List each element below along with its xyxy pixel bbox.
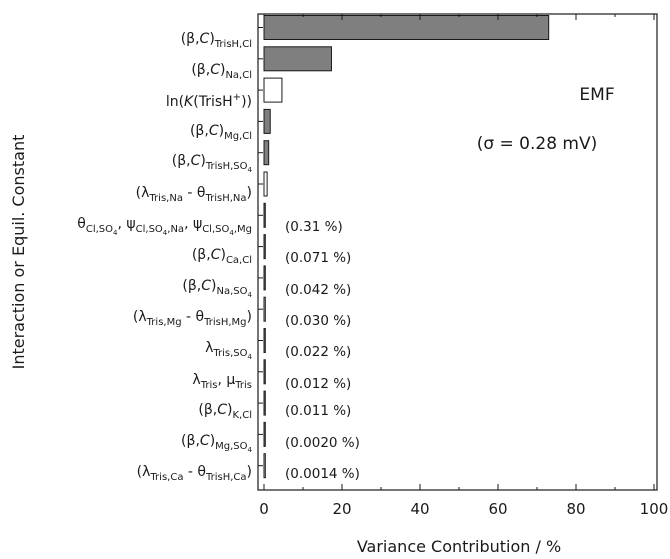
- value-label: (0.0014 %): [285, 466, 360, 482]
- x-axis-title: Variance Contribution / %: [357, 537, 561, 556]
- tick-marks-layer: [258, 14, 655, 490]
- bar: [263, 453, 266, 479]
- bar: [263, 171, 268, 197]
- x-tick-label: 100: [640, 500, 669, 518]
- bar: [263, 421, 266, 447]
- category-label: (β,C)Mg,SO4: [181, 433, 252, 454]
- bar: [263, 390, 266, 416]
- category-label: (β,C)Na,Cl: [191, 62, 252, 81]
- plot-frame: [257, 13, 658, 491]
- category-label: (λTris,Ca - θTrisH,Ca): [137, 464, 252, 483]
- category-label: λTris,SO4: [205, 340, 252, 361]
- x-tick-label: 80: [566, 500, 585, 518]
- x-tick-label: 20: [332, 500, 351, 518]
- annotation-emf: EMF: [579, 85, 614, 105]
- value-label: (0.012 %): [285, 376, 351, 392]
- x-tick-label: 0: [259, 500, 269, 518]
- bar: [263, 77, 283, 103]
- category-label: (λTris,Na - θTrisH,Na): [136, 185, 252, 204]
- y-axis-title: Interaction or Equil. Constant: [9, 135, 28, 370]
- category-labels: (β,C)TrisH,Cl (β,C)Na,Cl ln(K(TrisH+)) (…: [77, 31, 252, 483]
- bar: [263, 359, 266, 385]
- category-label: (β,C)K,Cl: [198, 402, 252, 421]
- bar: [263, 296, 266, 322]
- bar: [263, 15, 550, 40]
- value-label: (0.030 %): [285, 313, 351, 329]
- bar: [263, 265, 266, 291]
- bar: [263, 328, 266, 353]
- value-label: (0.31 %): [285, 219, 343, 235]
- value-labels: (0.31 %) (0.071 %) (0.042 %) (0.030 %) (…: [285, 219, 360, 482]
- bars-layer: [263, 15, 550, 479]
- x-tick-labels: 0 20 40 60 80 100: [259, 500, 668, 518]
- category-label: (λTris,Mg - θTrisH,Mg): [133, 309, 252, 328]
- category-label: (β,C)TrisH,SO4: [172, 153, 253, 174]
- value-label: (0.042 %): [285, 282, 351, 298]
- category-label: (β,C)TrisH,Cl: [181, 31, 252, 50]
- category-label: ln(K(TrisH+)): [166, 92, 252, 110]
- x-tick-label: 40: [410, 500, 429, 518]
- x-tick-label: 60: [488, 500, 507, 518]
- bar: [263, 202, 266, 228]
- value-label: (0.071 %): [285, 250, 351, 266]
- annotation-sigma: (σ = 0.28 mV): [477, 134, 598, 154]
- category-label: θCl,SO4, ψCl,SO4,Na, ψCl,SO4,Mg: [77, 216, 252, 237]
- value-label: (0.011 %): [285, 403, 351, 419]
- category-label: λTris, μTris: [192, 372, 252, 391]
- bar: [263, 108, 271, 134]
- bar: [263, 234, 266, 260]
- value-label: (0.0020 %): [285, 435, 360, 451]
- category-label: (β,C)Ca,Cl: [192, 247, 252, 266]
- category-label: (β,C)Na,SO4: [182, 278, 252, 299]
- category-label: (β,C)Mg,Cl: [190, 123, 252, 142]
- bar: [263, 140, 270, 166]
- bar: [263, 46, 332, 72]
- value-label: (0.022 %): [285, 344, 351, 360]
